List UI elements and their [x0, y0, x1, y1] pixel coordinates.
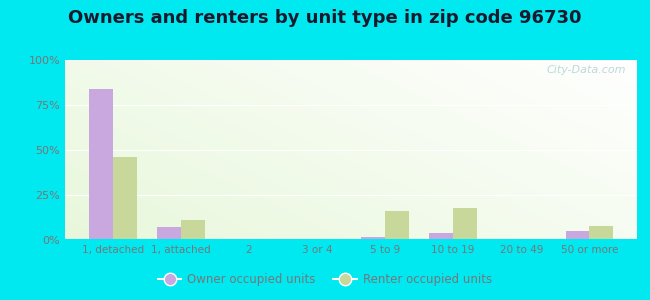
Bar — [181, 220, 205, 240]
Bar — [453, 208, 477, 240]
Bar — [429, 233, 453, 240]
Text: City-Data.com: City-Data.com — [546, 65, 625, 75]
Bar — [566, 231, 590, 240]
Bar — [361, 237, 385, 240]
Bar — [590, 226, 613, 240]
Bar — [112, 157, 136, 240]
Bar — [89, 89, 112, 240]
Bar — [385, 211, 409, 240]
Bar — [157, 227, 181, 240]
Legend: Owner occupied units, Renter occupied units: Owner occupied units, Renter occupied un… — [153, 269, 497, 291]
Text: Owners and renters by unit type in zip code 96730: Owners and renters by unit type in zip c… — [68, 9, 582, 27]
